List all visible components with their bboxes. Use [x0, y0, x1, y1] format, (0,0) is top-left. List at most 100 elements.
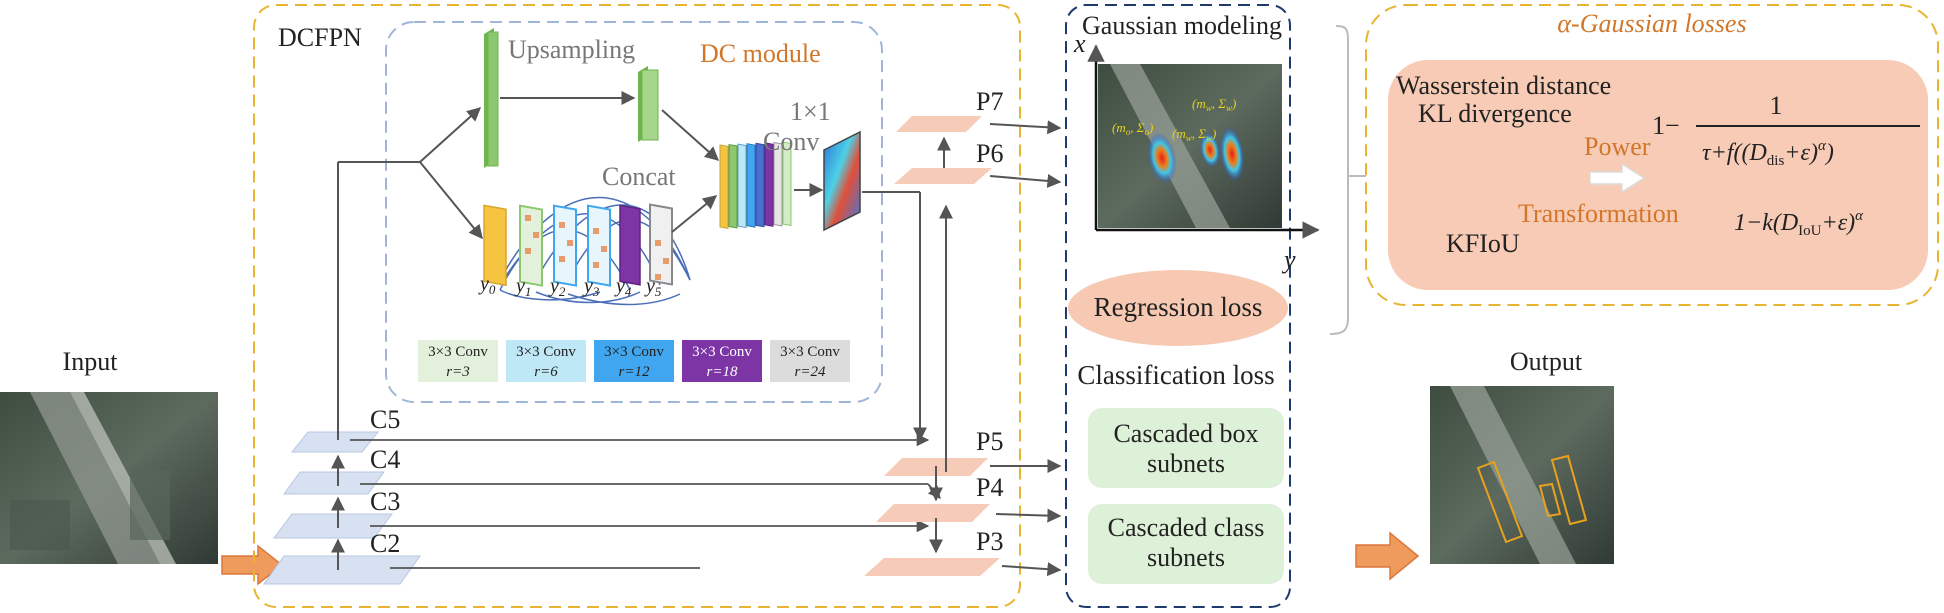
split-arrow-down: [419, 161, 483, 240]
backbone-planes: [263, 431, 421, 585]
p3-label: P3: [976, 527, 1003, 556]
svg-text:r=3: r=3: [446, 364, 469, 380]
c4-label: C4: [370, 445, 400, 474]
conv-feature-map: [823, 130, 861, 232]
legend-r12: 3×3 Conv r=12: [594, 340, 674, 382]
y0-label: y0: [478, 273, 496, 297]
box-subnets-line2: subnets: [1147, 449, 1225, 478]
gaussian-modeling-label: Gaussian modeling: [1082, 11, 1282, 40]
plane-p4: [876, 504, 990, 522]
svg-text:3×3 Conv: 3×3 Conv: [604, 344, 664, 360]
regression-loss-label: Regression loss: [1094, 292, 1263, 322]
formula-1: 1− 1 τ+f((Ddis+ε)α): [1652, 91, 1920, 169]
dcfpn-box: [253, 4, 1021, 608]
y1-label: y1: [514, 275, 531, 299]
input-image: [0, 392, 218, 564]
svg-text:3×3 Conv: 3×3 Conv: [780, 344, 840, 360]
svg-text:1−k(DIoU+ε)α: 1−k(DIoU+ε)α: [1734, 208, 1864, 239]
legend-r24: 3×3 Conv r=24: [770, 340, 850, 382]
class-subnets-line2: subnets: [1147, 543, 1225, 572]
split-arrow-up: [419, 107, 482, 163]
svg-text:r=18: r=18: [707, 364, 738, 380]
box-subnets-box: [1088, 408, 1284, 488]
upsampling-block-tall: [484, 28, 499, 168]
concat-label: Concat: [602, 162, 676, 191]
conv1x1-label-top: 1×1: [790, 97, 831, 126]
transform-arrow: [1589, 162, 1646, 194]
p6-label: P6: [976, 139, 1003, 168]
plane-c5: [290, 431, 380, 453]
axis-y-label: y: [1281, 245, 1296, 274]
power-label: Power: [1584, 132, 1651, 161]
svg-text:3×3 Conv: 3×3 Conv: [428, 344, 488, 360]
y2-label: y2: [548, 275, 566, 299]
wasserstein-label: Wasserstein distance: [1396, 71, 1611, 100]
gaussian-plot: (mo, Σo) (mw, Σw) (mw, Σw): [1098, 64, 1282, 228]
svg-text:r=24: r=24: [795, 364, 826, 380]
svg-text:r=6: r=6: [534, 364, 558, 380]
input-label: Input: [63, 347, 119, 376]
alpha-losses-panel: [1388, 60, 1928, 290]
svg-text:r=12: r=12: [619, 364, 650, 380]
pyramid-planes: [864, 116, 1000, 576]
axis-x-label: x: [1073, 29, 1086, 58]
up-to-concat-arrow: [661, 109, 720, 161]
svg-text:3×3 Conv: 3×3 Conv: [692, 344, 752, 360]
upsampling-block-short: [638, 66, 659, 142]
svg-text:1: 1: [1770, 91, 1783, 120]
annotation-right-top: (mw, Σw): [1192, 96, 1236, 113]
p4-label: P4: [976, 473, 1003, 502]
y3-block: [587, 204, 611, 287]
annotation-left: (mo, Σo): [1112, 120, 1153, 137]
input-arrow: [221, 544, 284, 586]
c4-lateral-end: [927, 483, 941, 499]
dilated-conv-chain: y0 y1 y2 y3 y4 y5: [478, 196, 691, 306]
legend-r3: 3×3 Conv r=3: [418, 340, 498, 382]
conv1x1-label-bottom: Conv: [763, 127, 819, 156]
svg-text:1−: 1−: [1652, 111, 1680, 140]
alpha-gaussian-box: [1365, 4, 1939, 306]
kfiou-label: KFIoU: [1446, 229, 1520, 258]
plane-c2: [263, 555, 421, 585]
plane-c4: [283, 471, 385, 495]
y0-block: [483, 204, 507, 287]
y1-block: [519, 204, 543, 287]
p6-out-arrow: [989, 173, 1062, 188]
link-bracket: [1329, 25, 1349, 335]
plane-p7: [896, 116, 982, 132]
legend-r6: 3×3 Conv r=6: [506, 340, 586, 382]
box-subnets-line1: Cascaded box: [1113, 419, 1258, 448]
svg-text:τ+f((Ddis+ε)α): τ+f((Ddis+ε)α): [1702, 138, 1834, 169]
kl-label: KL divergence: [1418, 99, 1572, 128]
dc-module-box: [385, 21, 883, 403]
c3-label: C3: [370, 487, 400, 516]
concat-stack: [719, 141, 792, 229]
class-subnets-line1: Cascaded class: [1108, 513, 1265, 542]
y5-label: y5: [644, 275, 662, 299]
regression-loss-box: [1068, 270, 1288, 346]
c5-label: C5: [370, 405, 400, 434]
plane-p6: [894, 168, 992, 184]
formula-2: 1−k(DIoU+ε)α: [1734, 208, 1864, 239]
chain-to-concat-arrow: [671, 195, 718, 233]
dcfpn-label: DCFPN: [278, 23, 362, 52]
y4-block: [619, 204, 641, 286]
gaussian-box: [1065, 4, 1291, 608]
p7-out-arrow: [989, 120, 1062, 135]
upsampling-label: Upsampling: [508, 35, 635, 64]
p3-out-arrow: [1001, 562, 1062, 577]
dc-module-label: DC module: [700, 39, 821, 68]
c2-label: C2: [370, 529, 400, 558]
p5-label: P5: [976, 427, 1003, 456]
plane-p3: [864, 558, 1000, 576]
alpha-losses-title: α-Gaussian losses: [1557, 9, 1746, 38]
y3-label: y3: [582, 275, 600, 299]
output-image: [1430, 386, 1614, 564]
p4-out-arrow: [995, 508, 1062, 523]
legend-r18: 3×3 Conv r=18: [682, 340, 762, 382]
output-arrow: [1355, 531, 1420, 581]
y4-label: y4: [614, 275, 632, 299]
p7-label: P7: [976, 87, 1003, 116]
classification-loss-label: Classification loss: [1077, 360, 1274, 390]
